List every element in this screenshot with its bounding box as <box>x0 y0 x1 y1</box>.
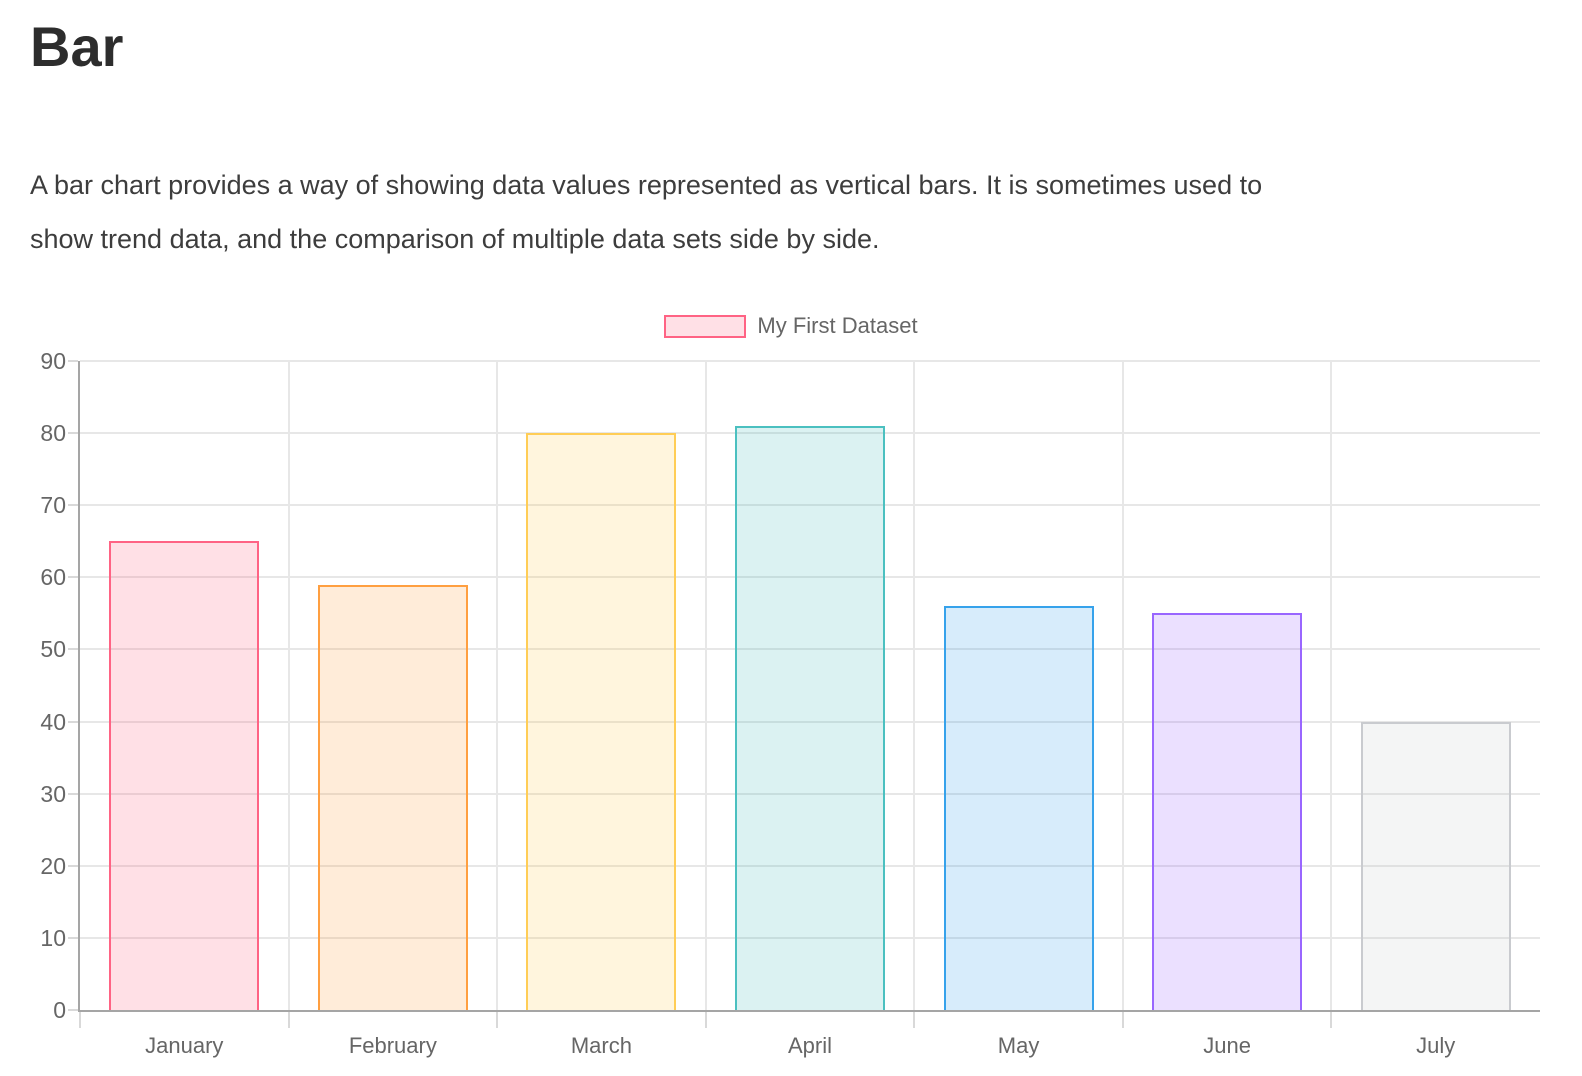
gridline-vertical <box>1121 361 1124 1010</box>
gridline-vertical <box>287 361 290 1010</box>
plot-area: 0 10 20 30 40 50 60 70 80 90 January February March A… <box>0 300 1582 1076</box>
x-axis-tick <box>1121 1012 1124 1028</box>
legend-label: My First Dataset <box>757 313 918 338</box>
y-axis-tick <box>68 360 78 362</box>
gridline-vertical <box>496 361 499 1010</box>
y-axis-tick <box>68 792 78 795</box>
y-axis-line <box>78 361 80 1010</box>
gridline-vertical <box>704 361 707 1010</box>
y-axis-tick <box>68 864 78 867</box>
y-axis-label: 30 <box>40 780 66 807</box>
bar-may[interactable] <box>943 606 1094 1010</box>
x-axis-line <box>78 1010 1540 1012</box>
x-axis-label: March <box>570 1033 632 1058</box>
bar-june[interactable] <box>1152 613 1303 1010</box>
y-axis-label: 0 <box>53 997 66 1023</box>
x-axis-label: January <box>145 1033 224 1058</box>
bar-chart: My First Dataset 0 10 20 30 40 50 60 70 80 90 Janu… <box>0 300 1582 1076</box>
legend-swatch <box>664 314 747 338</box>
x-axis-label: June <box>1203 1033 1251 1058</box>
x-axis-tick <box>287 1012 290 1028</box>
x-axis-label: May <box>997 1033 1040 1058</box>
legend: My First Dataset <box>0 313 1582 339</box>
x-axis-tick <box>496 1012 499 1028</box>
y-axis-tick <box>68 432 78 435</box>
page-title: Bar <box>30 15 124 78</box>
x-axis-tick <box>913 1012 916 1028</box>
bar-january[interactable] <box>109 541 260 1010</box>
x-axis-label: February <box>348 1033 437 1058</box>
gridline-horizontal <box>80 360 1540 362</box>
x-axis-tick <box>79 1012 81 1028</box>
gridline-vertical <box>1330 361 1333 1010</box>
bar-march[interactable] <box>526 433 677 1010</box>
y-axis-label: 90 <box>40 348 66 374</box>
legend-item[interactable]: My First Dataset <box>664 313 918 339</box>
y-axis-tick <box>68 936 78 939</box>
y-axis-tick <box>68 504 78 507</box>
x-axis-tick <box>1330 1012 1333 1028</box>
bar-july[interactable] <box>1360 721 1511 1010</box>
x-axis-tick <box>704 1012 707 1028</box>
y-axis-tick <box>68 1009 78 1011</box>
y-axis-label: 80 <box>40 420 66 447</box>
y-axis-label: 50 <box>40 636 66 663</box>
y-axis-label: 60 <box>40 564 66 591</box>
y-axis-label: 20 <box>40 852 66 879</box>
y-axis-tick <box>68 576 78 579</box>
x-axis-label: July <box>1416 1033 1456 1058</box>
y-axis-tick <box>68 648 78 651</box>
bar-february[interactable] <box>317 584 468 1010</box>
page-description: A bar chart provides a way of showing da… <box>30 170 1263 254</box>
bar-april[interactable] <box>735 425 885 1010</box>
y-axis-label: 70 <box>40 492 66 519</box>
y-axis-label: 40 <box>40 708 66 735</box>
y-axis-label: 10 <box>40 924 66 951</box>
y-axis-tick <box>68 720 78 723</box>
x-axis-label: April <box>787 1033 832 1058</box>
gridline-vertical <box>913 361 916 1010</box>
